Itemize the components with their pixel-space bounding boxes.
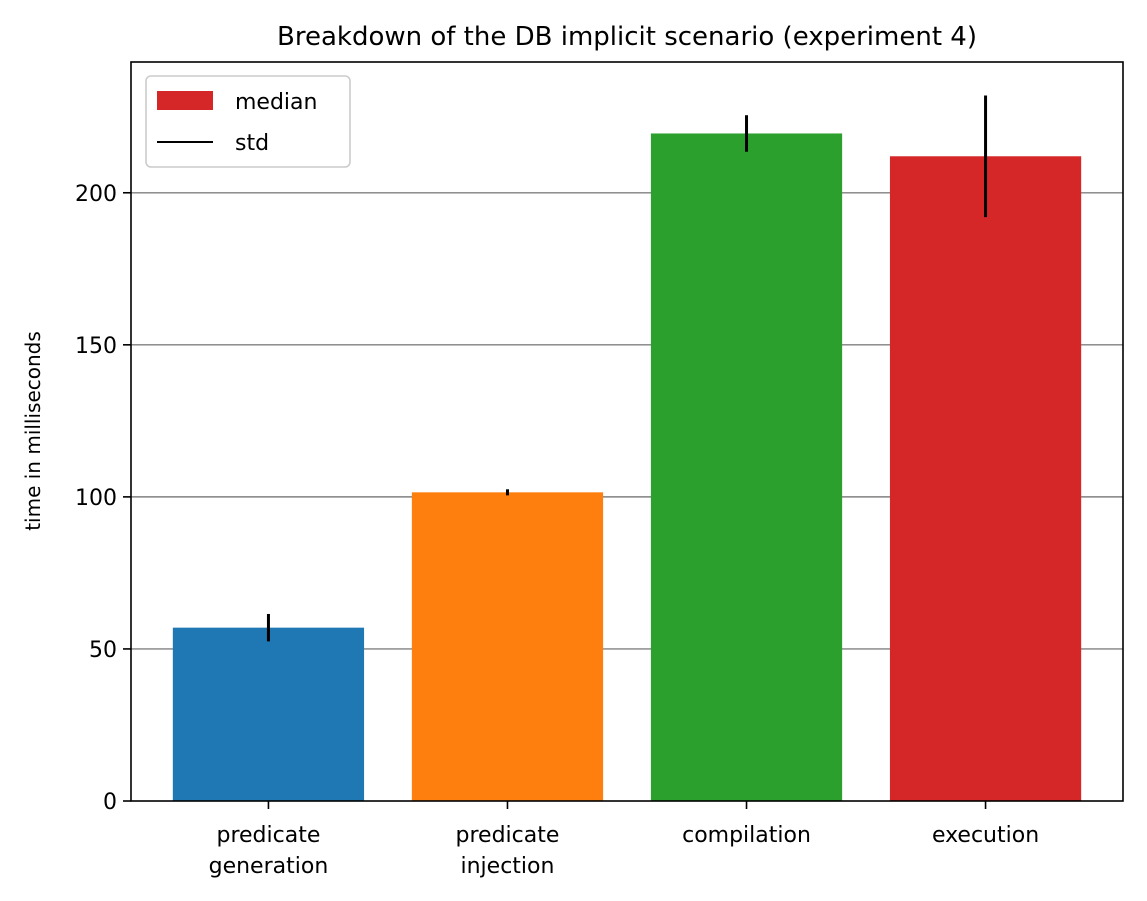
y-axis-ticks: 0 50 100 150 200 bbox=[75, 182, 131, 815]
x-tick-label: predicate bbox=[456, 823, 560, 848]
y-tick-label: 150 bbox=[75, 334, 117, 359]
y-tick-label: 0 bbox=[103, 790, 117, 815]
y-tick-label: 200 bbox=[75, 182, 117, 207]
legend: median std bbox=[145, 75, 351, 168]
x-tick-label: compilation bbox=[682, 823, 811, 848]
y-tick-label: 50 bbox=[89, 638, 117, 663]
plot-frame bbox=[130, 61, 1124, 802]
bar bbox=[650, 133, 843, 802]
y-tick-label: 100 bbox=[75, 486, 117, 511]
bars bbox=[172, 133, 1082, 802]
bar bbox=[889, 156, 1082, 801]
x-tick-label: execution bbox=[932, 823, 1039, 848]
bar bbox=[411, 492, 604, 801]
x-tick-label: generation bbox=[209, 854, 329, 879]
bar bbox=[172, 627, 365, 801]
legend-swatch-median bbox=[157, 91, 213, 110]
error-bars bbox=[266, 95, 988, 642]
x-axis-ticks: predicate generation predicate injection com… bbox=[209, 801, 1039, 879]
legend-label-median: median bbox=[235, 90, 317, 115]
x-tick-label: predicate bbox=[217, 823, 321, 848]
legend-label-std: std bbox=[235, 131, 269, 156]
x-tick-label: injection bbox=[461, 854, 555, 879]
chart-title: Breakdown of the DB implicit scenario (e… bbox=[277, 22, 977, 52]
y-axis-label: time in milliseconds bbox=[21, 331, 45, 531]
